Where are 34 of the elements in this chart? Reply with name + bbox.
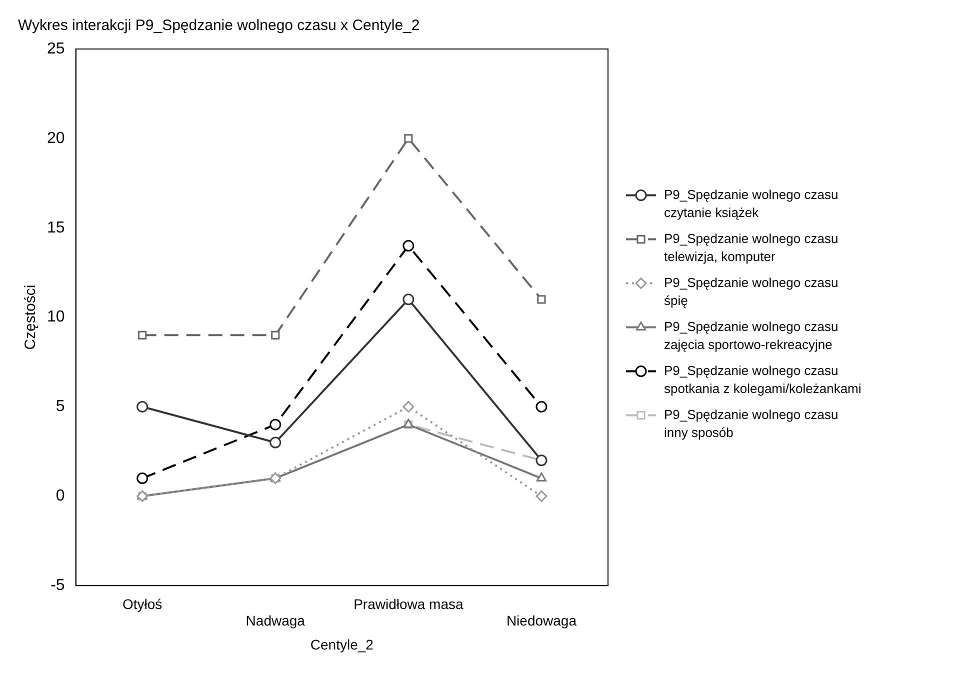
y-tick-label: 0 bbox=[56, 488, 65, 505]
point bbox=[270, 418, 282, 430]
point bbox=[402, 294, 414, 306]
x-tick-label: Niedowaga bbox=[506, 612, 577, 629]
point bbox=[402, 400, 414, 412]
legend-label: P9_Spędzanie wolnego czasu zajęcia sportowo-rekreacyjne bbox=[664, 318, 838, 352]
point bbox=[136, 472, 148, 484]
y-tick-label: 15 bbox=[47, 219, 65, 236]
point bbox=[271, 330, 280, 340]
legend-label: P9_Spędzanie wolnego czasu śpię bbox=[664, 274, 838, 308]
x-tick-label: Otyłoś bbox=[122, 596, 162, 612]
point bbox=[537, 295, 546, 304]
point bbox=[402, 240, 414, 252]
legend-label: P9_Spędzanie wolnego czasu telewizja, komputer bbox=[664, 230, 838, 264]
y-tick-label: 25 bbox=[47, 40, 65, 58]
legend-label: P9_Spędzanie wolnego czasu inny sposób bbox=[664, 406, 838, 440]
chart-title: Wykres interakcji P9_Spędzanie wolnego czasu x Centyle_2 bbox=[18, 17, 420, 34]
legend-label: P9_Spędzanie wolnego czasu czytanie książek bbox=[664, 186, 838, 220]
y-tick-label: -5 bbox=[50, 577, 65, 594]
x-tick-label: Nadwaga bbox=[246, 612, 306, 629]
point bbox=[270, 436, 282, 448]
y-tick-label: 5 bbox=[56, 398, 65, 416]
point bbox=[536, 400, 548, 412]
y-tick-label: 20 bbox=[47, 130, 65, 147]
y-axis-title: Częstości bbox=[22, 284, 40, 350]
point bbox=[138, 330, 147, 340]
x-tick-label: Prawidłowa masa bbox=[354, 596, 464, 612]
y-tick-label: 10 bbox=[47, 308, 65, 326]
point bbox=[536, 472, 547, 482]
point bbox=[136, 400, 148, 412]
legend-label: P9_Spędzanie wolnego czasu spotkania z kolegami/koleżankami bbox=[664, 362, 862, 396]
x-axis-title: Centyle_2 bbox=[310, 636, 374, 652]
point bbox=[536, 490, 548, 502]
point bbox=[404, 134, 413, 143]
